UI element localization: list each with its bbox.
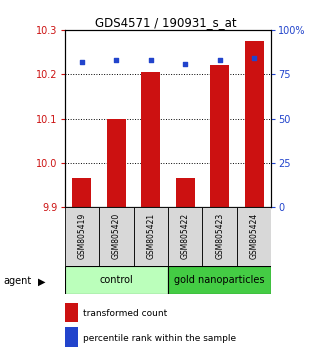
Bar [65, 207, 99, 266]
Text: transformed count: transformed count [83, 309, 167, 318]
Bar [203, 207, 237, 266]
Bar [65, 266, 168, 294]
Text: GDS4571 / 190931_s_at: GDS4571 / 190931_s_at [95, 16, 236, 29]
Text: GSM805420: GSM805420 [112, 213, 121, 259]
Text: GSM805419: GSM805419 [77, 213, 86, 259]
Text: GSM805421: GSM805421 [146, 213, 155, 259]
Text: GSM805424: GSM805424 [250, 213, 259, 259]
Point [217, 57, 222, 63]
Text: ▶: ▶ [38, 276, 45, 286]
Bar [245, 41, 264, 207]
Text: GSM805423: GSM805423 [215, 213, 224, 259]
Bar [168, 207, 203, 266]
Bar [141, 72, 160, 207]
Point [114, 57, 119, 63]
Point [252, 56, 257, 61]
Text: control: control [99, 275, 133, 285]
Bar [99, 207, 133, 266]
Bar [237, 207, 271, 266]
Bar [210, 65, 229, 207]
Bar [107, 119, 126, 207]
Text: GSM805422: GSM805422 [181, 213, 190, 259]
Point [183, 61, 188, 67]
Text: gold nanoparticles: gold nanoparticles [174, 275, 265, 285]
Bar [176, 178, 195, 207]
Point [79, 59, 84, 65]
Text: agent: agent [3, 276, 31, 286]
Text: percentile rank within the sample: percentile rank within the sample [83, 333, 236, 343]
Bar [133, 207, 168, 266]
Point [148, 57, 153, 63]
Bar [72, 178, 91, 207]
Bar [168, 266, 271, 294]
